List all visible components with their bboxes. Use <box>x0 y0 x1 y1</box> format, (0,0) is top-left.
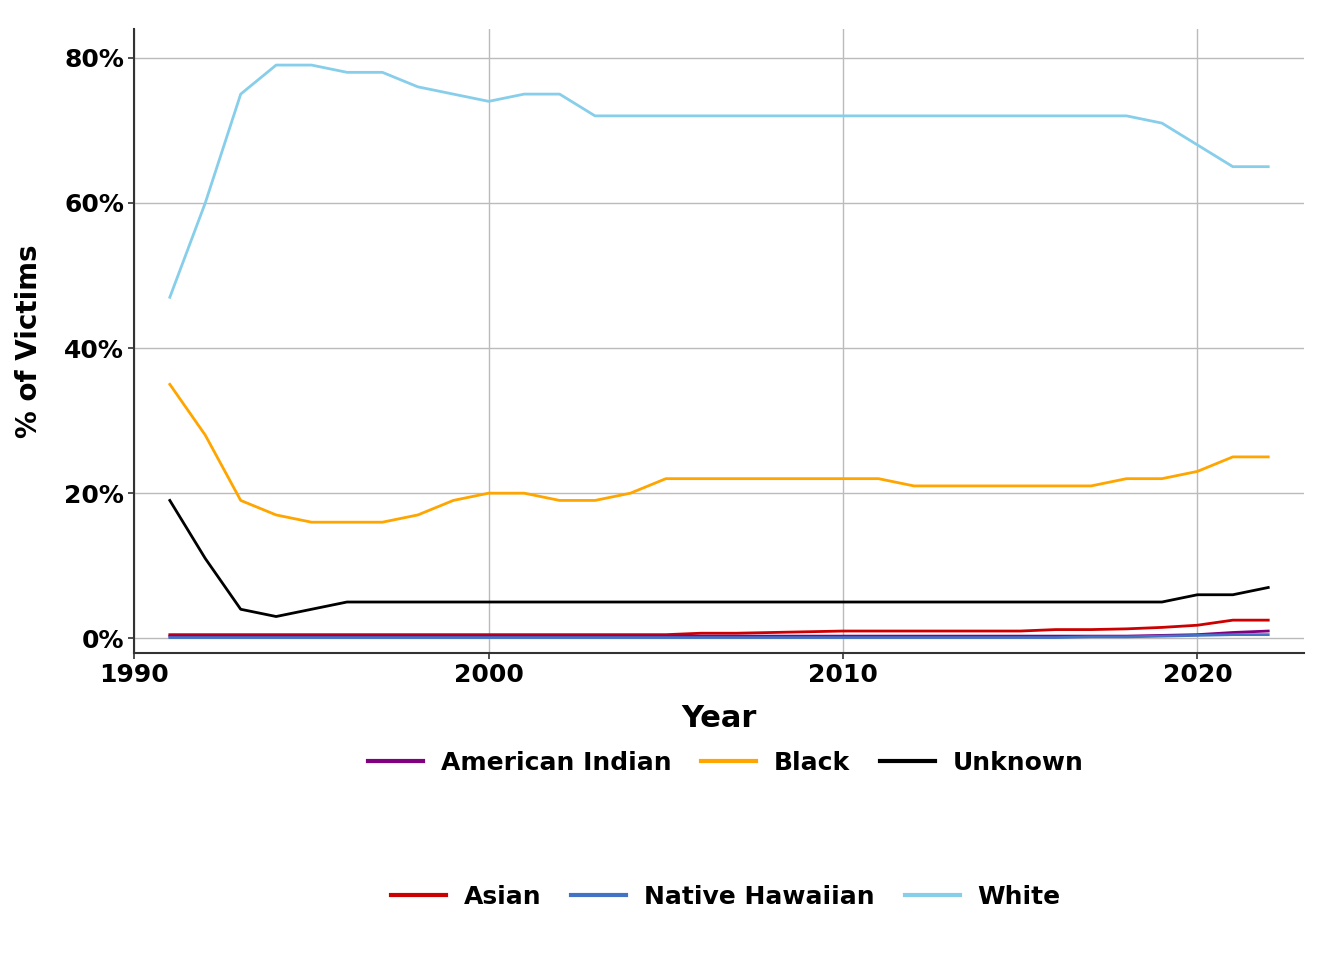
Legend: American Indian, Black, Unknown: American Indian, Black, Unknown <box>368 751 1083 775</box>
Legend: Asian, Native Hawaiian, White: Asian, Native Hawaiian, White <box>391 885 1060 909</box>
X-axis label: Year: Year <box>681 704 757 732</box>
Y-axis label: % of Victims: % of Victims <box>15 244 43 438</box>
